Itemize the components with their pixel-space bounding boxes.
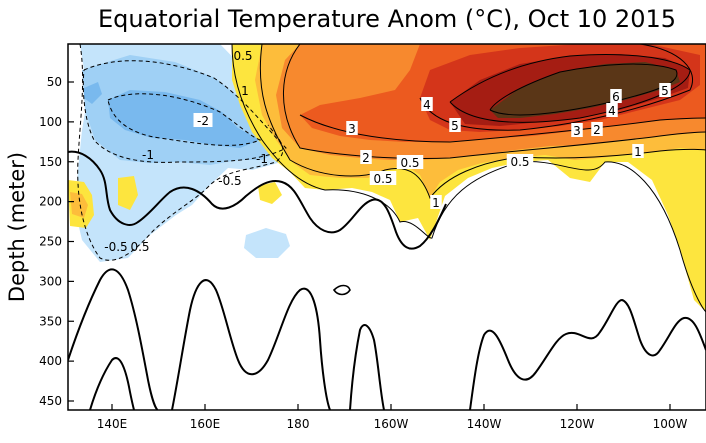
plot-area <box>68 44 706 410</box>
contour-zero-b <box>68 268 159 410</box>
y-tick-label: 300 <box>39 274 62 288</box>
contour-label: 1 <box>634 145 642 159</box>
contour-label: 4 <box>608 104 616 118</box>
x-tick-label: 180 <box>287 417 310 431</box>
contour-label: 0.5 <box>373 172 392 186</box>
contour-label: -1 <box>256 152 268 166</box>
contour-label-box <box>591 122 603 136</box>
contour-zero-f <box>89 357 135 410</box>
contour-label-box <box>396 155 424 169</box>
contour-label-box <box>369 171 397 185</box>
x-axis: 140E 160E 180 160W 140W 120W 100W <box>97 404 688 431</box>
contour-label-box <box>506 154 534 168</box>
contour-label: -0.5 <box>218 174 241 188</box>
contour-zero-d <box>349 324 385 410</box>
contour-label: 0.5 <box>233 49 252 63</box>
contour-label: 1 <box>241 84 249 98</box>
contour-label-box <box>430 195 442 209</box>
region-pos-1-left <box>70 192 88 218</box>
x-tick-label: 140E <box>97 417 128 431</box>
y-tick-label: 250 <box>39 235 62 249</box>
contour-label: 0.5 <box>130 240 149 254</box>
contour-zero <box>68 150 447 250</box>
contour-label: -0.5 <box>104 240 127 254</box>
contour-label: 5 <box>451 119 459 133</box>
contour-neg-05 <box>77 44 284 261</box>
contour-label-box <box>449 118 461 132</box>
contour-label: -2 <box>197 114 209 128</box>
contour-label: 3 <box>348 122 356 136</box>
contour-zero-c <box>171 279 331 410</box>
region-neg-05b <box>244 228 290 258</box>
contour-label-box <box>346 121 358 135</box>
contour-label-box <box>360 150 372 164</box>
contour-label-box <box>606 103 618 117</box>
contour-labels: 0.51-243 56 543 2-1 -1 2 0.5 0.510.5-0.51-0.5 0.… <box>104 49 671 254</box>
contour-pos-1 <box>259 44 706 200</box>
contour-pos-3 <box>299 114 706 143</box>
contour-zero-e <box>469 298 706 410</box>
y-tick-label: 150 <box>39 155 62 169</box>
chart-title: Equatorial Temperature Anom (°C), Oct 10… <box>98 5 676 33</box>
contour-label: 1 <box>432 196 440 210</box>
y-axis-label: Depth (meter) <box>5 152 29 302</box>
contour-label: 6 <box>612 90 620 104</box>
contour-pos-2 <box>283 44 706 160</box>
contour-pos-6 <box>489 63 678 116</box>
contour-label: 0.5 <box>510 155 529 169</box>
contour-label-box <box>610 89 622 103</box>
contour-label-box <box>193 113 213 127</box>
contour-neg-2 <box>107 93 262 146</box>
region-neg-1b <box>84 82 102 104</box>
x-tick-label: 120W <box>560 417 595 431</box>
region-pos-05-left2 <box>118 176 138 210</box>
contour-pos-5 <box>449 54 691 123</box>
x-tick-label: 160W <box>374 417 409 431</box>
contour-label: 3 <box>573 124 581 138</box>
plot-frame <box>67 43 706 411</box>
contour-label: 2 <box>362 151 370 165</box>
x-tick-label: 140W <box>467 417 502 431</box>
contour-label: 0.5 <box>400 156 419 170</box>
x-tick-label: 100W <box>653 417 688 431</box>
contour-zero-g <box>332 284 351 296</box>
region-pos-6 <box>490 62 680 118</box>
contour-label-box <box>659 83 671 97</box>
y-tick-label: 200 <box>39 195 62 209</box>
x-tick-label: 160E <box>190 417 221 431</box>
y-tick-label: 450 <box>39 394 62 408</box>
contour-label: 2 <box>593 123 601 137</box>
contour-label-box <box>421 97 433 111</box>
contour-label-box <box>571 123 583 137</box>
y-tick-label: 50 <box>47 75 62 89</box>
y-tick-label: 350 <box>39 314 62 328</box>
y-axis: 50 100 150 200 250 300 350 400 450 <box>39 75 74 408</box>
contour-label: 4 <box>423 98 431 112</box>
region-neg-2 <box>108 90 260 148</box>
contour-label-box <box>632 144 644 158</box>
contour-pos-05 <box>231 44 706 313</box>
contour-label: 5 <box>661 84 669 98</box>
region-pos-05-mid <box>258 182 282 204</box>
contour-label: -1 <box>142 148 154 162</box>
y-tick-label: 400 <box>39 354 62 368</box>
y-tick-label: 100 <box>39 115 62 129</box>
